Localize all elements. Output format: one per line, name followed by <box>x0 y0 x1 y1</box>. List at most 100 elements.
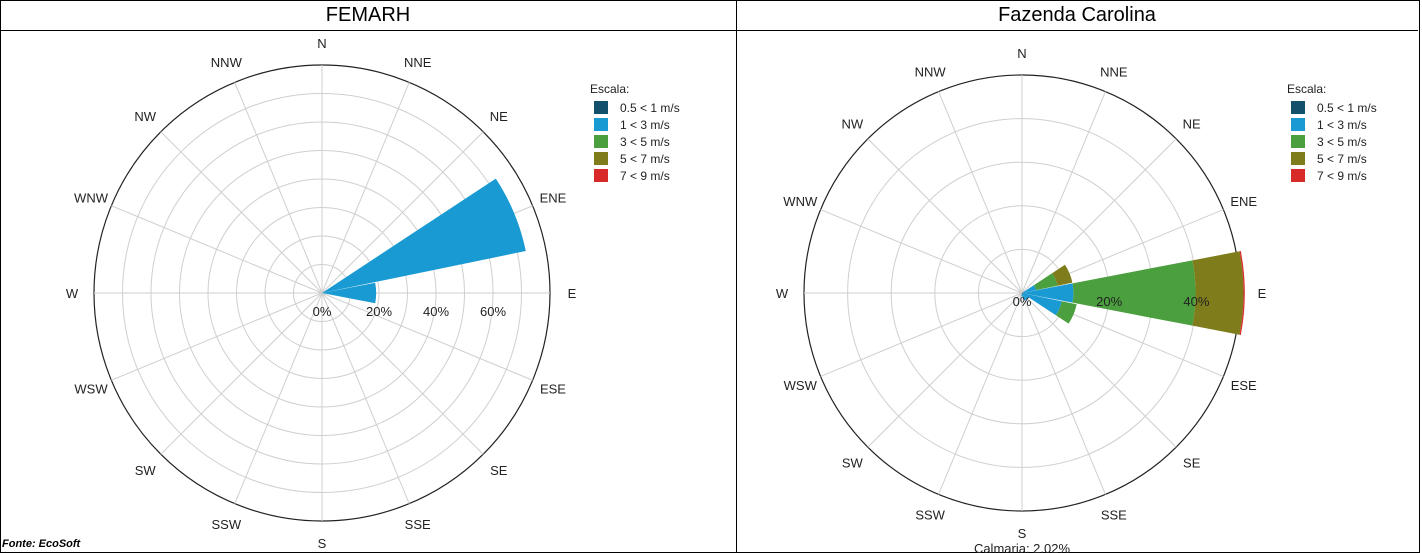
direction-label-ese: ESE <box>1231 378 1257 393</box>
spoke-ese <box>321 292 533 381</box>
spoke-ne <box>1021 138 1177 294</box>
petal-sse-class-1 <box>1022 293 1023 295</box>
direction-label-wnw: WNW <box>783 194 818 209</box>
petal-e-class-2 <box>322 282 377 304</box>
legend-item-5: 7 < 9 m/s <box>1317 169 1367 183</box>
spoke-se <box>321 292 484 455</box>
legend-item-4: 5 < 7 m/s <box>620 152 670 166</box>
panel-title-femarh: FEMARH <box>0 0 736 31</box>
direction-label-ne: NE <box>1183 116 1201 131</box>
direction-label-ssw: SSW <box>212 517 242 532</box>
calm-label: Calmaria: 0.00% <box>274 551 371 553</box>
source-note: Fonte: EcoSoft <box>2 538 81 550</box>
petal-ene-class-2 <box>322 178 526 293</box>
direction-label-ese: ESE <box>540 382 566 397</box>
petal-ene-class-3 <box>1034 273 1058 291</box>
direction-label-sw: SW <box>135 463 157 478</box>
legend-swatch-1 <box>1291 101 1305 114</box>
spoke-se <box>1021 292 1177 448</box>
petal-ese-class-1 <box>1022 293 1024 294</box>
radial-tick-label: 40% <box>423 304 449 319</box>
direction-label-sw: SW <box>842 456 864 471</box>
legend-item-3: 3 < 5 m/s <box>1317 135 1367 149</box>
direction-label-s: S <box>318 536 327 551</box>
petal-e-class-5 <box>1239 251 1245 335</box>
spoke-nnw <box>234 82 323 294</box>
legend-swatch-1 <box>594 101 608 114</box>
direction-label-se: SE <box>490 463 508 478</box>
radial-tick-label: 0% <box>1013 294 1032 309</box>
direction-label-n: N <box>1017 46 1026 61</box>
direction-label-ssw: SSW <box>915 508 945 523</box>
direction-label-nne: NNE <box>1100 64 1128 79</box>
direction-label-sse: SSE <box>405 517 431 532</box>
spoke-wnw <box>820 209 1023 294</box>
direction-label-ene: ENE <box>1230 194 1257 209</box>
legend-item-3: 3 < 5 m/s <box>620 135 670 149</box>
petal-e-class-4 <box>1192 251 1244 335</box>
petal-e-class-3 <box>1072 260 1196 326</box>
direction-label-w: W <box>66 286 79 301</box>
legend-item-1: 0.5 < 1 m/s <box>620 101 680 115</box>
petal-ene-class-1 <box>1022 292 1024 293</box>
direction-label-nw: NW <box>841 116 863 131</box>
legend-swatch-3 <box>1291 135 1305 148</box>
radial-tick-label: 40% <box>1183 294 1209 309</box>
legend-item-5: 7 < 9 m/s <box>620 169 670 183</box>
direction-label-wnw: WNW <box>74 190 109 205</box>
wind-rose-femarh: N NNE NE ENE E ESE SE SSE S SSW SW WSW W WNW NW NNW 0% 20… <box>66 36 680 553</box>
legend-swatch-4 <box>1291 152 1305 165</box>
direction-label-w: W <box>776 286 789 301</box>
spoke-sse <box>321 292 410 504</box>
legend-item-2: 1 < 3 m/s <box>620 118 670 132</box>
spoke-wnw <box>111 205 323 294</box>
radial-tick-label: 20% <box>366 304 392 319</box>
spoke-wsw <box>820 292 1023 377</box>
panel-divider <box>736 0 737 553</box>
radial-tick-label: 20% <box>1096 294 1122 309</box>
legend-item-2: 1 < 3 m/s <box>1317 118 1367 132</box>
radial-tick-label: 60% <box>480 304 506 319</box>
spoke-wsw <box>111 292 323 381</box>
direction-label-n: N <box>317 36 326 51</box>
spoke-sw <box>867 292 1023 448</box>
spoke-nne <box>1021 91 1106 294</box>
spoke-ne <box>321 131 484 294</box>
direction-label-nw: NW <box>134 109 156 124</box>
direction-label-e: E <box>1258 286 1267 301</box>
direction-label-wsw: WSW <box>784 378 818 393</box>
direction-label-ene: ENE <box>540 190 567 205</box>
petal-ese-class-2 <box>1023 293 1062 316</box>
legend-item-1: 0.5 < 1 m/s <box>1317 101 1377 115</box>
petal-sse-class-2 <box>1022 294 1027 301</box>
petal-se-class-1 <box>1022 293 1024 295</box>
petal-se-class-2 <box>1022 293 1029 300</box>
calm-label: Calmaria: 2.02% <box>974 541 1071 553</box>
direction-label-sse: SSE <box>1101 508 1127 523</box>
wind-rose-fazenda-carolina: N NNE NE ENE E ESE SE SSE S SSW SW WSW W WNW NW NNW 0% 20… <box>776 46 1377 553</box>
spoke-nnw <box>938 91 1023 294</box>
spoke-nw <box>867 138 1023 294</box>
direction-label-nne: NNE <box>404 55 432 70</box>
spoke-nw <box>160 131 323 294</box>
legend-title: Escala: <box>590 82 629 96</box>
legend-title: Escala: <box>1287 82 1326 96</box>
radial-tick-label: 0% <box>313 304 332 319</box>
petal-e-class-2 <box>1023 283 1074 303</box>
direction-label-s: S <box>1018 526 1027 541</box>
legend-swatch-2 <box>1291 118 1305 131</box>
spoke-ssw <box>234 292 323 504</box>
direction-label-wsw: WSW <box>74 382 108 397</box>
petal-ene-class-4 <box>1052 264 1073 286</box>
spoke-sw <box>160 292 323 455</box>
legend-item-4: 5 < 7 m/s <box>1317 152 1367 166</box>
spoke-ssw <box>938 292 1023 495</box>
direction-label-e: E <box>568 286 577 301</box>
direction-label-ne: NE <box>490 109 508 124</box>
spoke-nne <box>321 82 410 294</box>
legend-swatch-5 <box>1291 169 1305 182</box>
legend-swatch-5 <box>594 169 608 182</box>
legend-swatch-3 <box>594 135 608 148</box>
legend-swatch-4 <box>594 152 608 165</box>
legend-swatch-2 <box>594 118 608 131</box>
